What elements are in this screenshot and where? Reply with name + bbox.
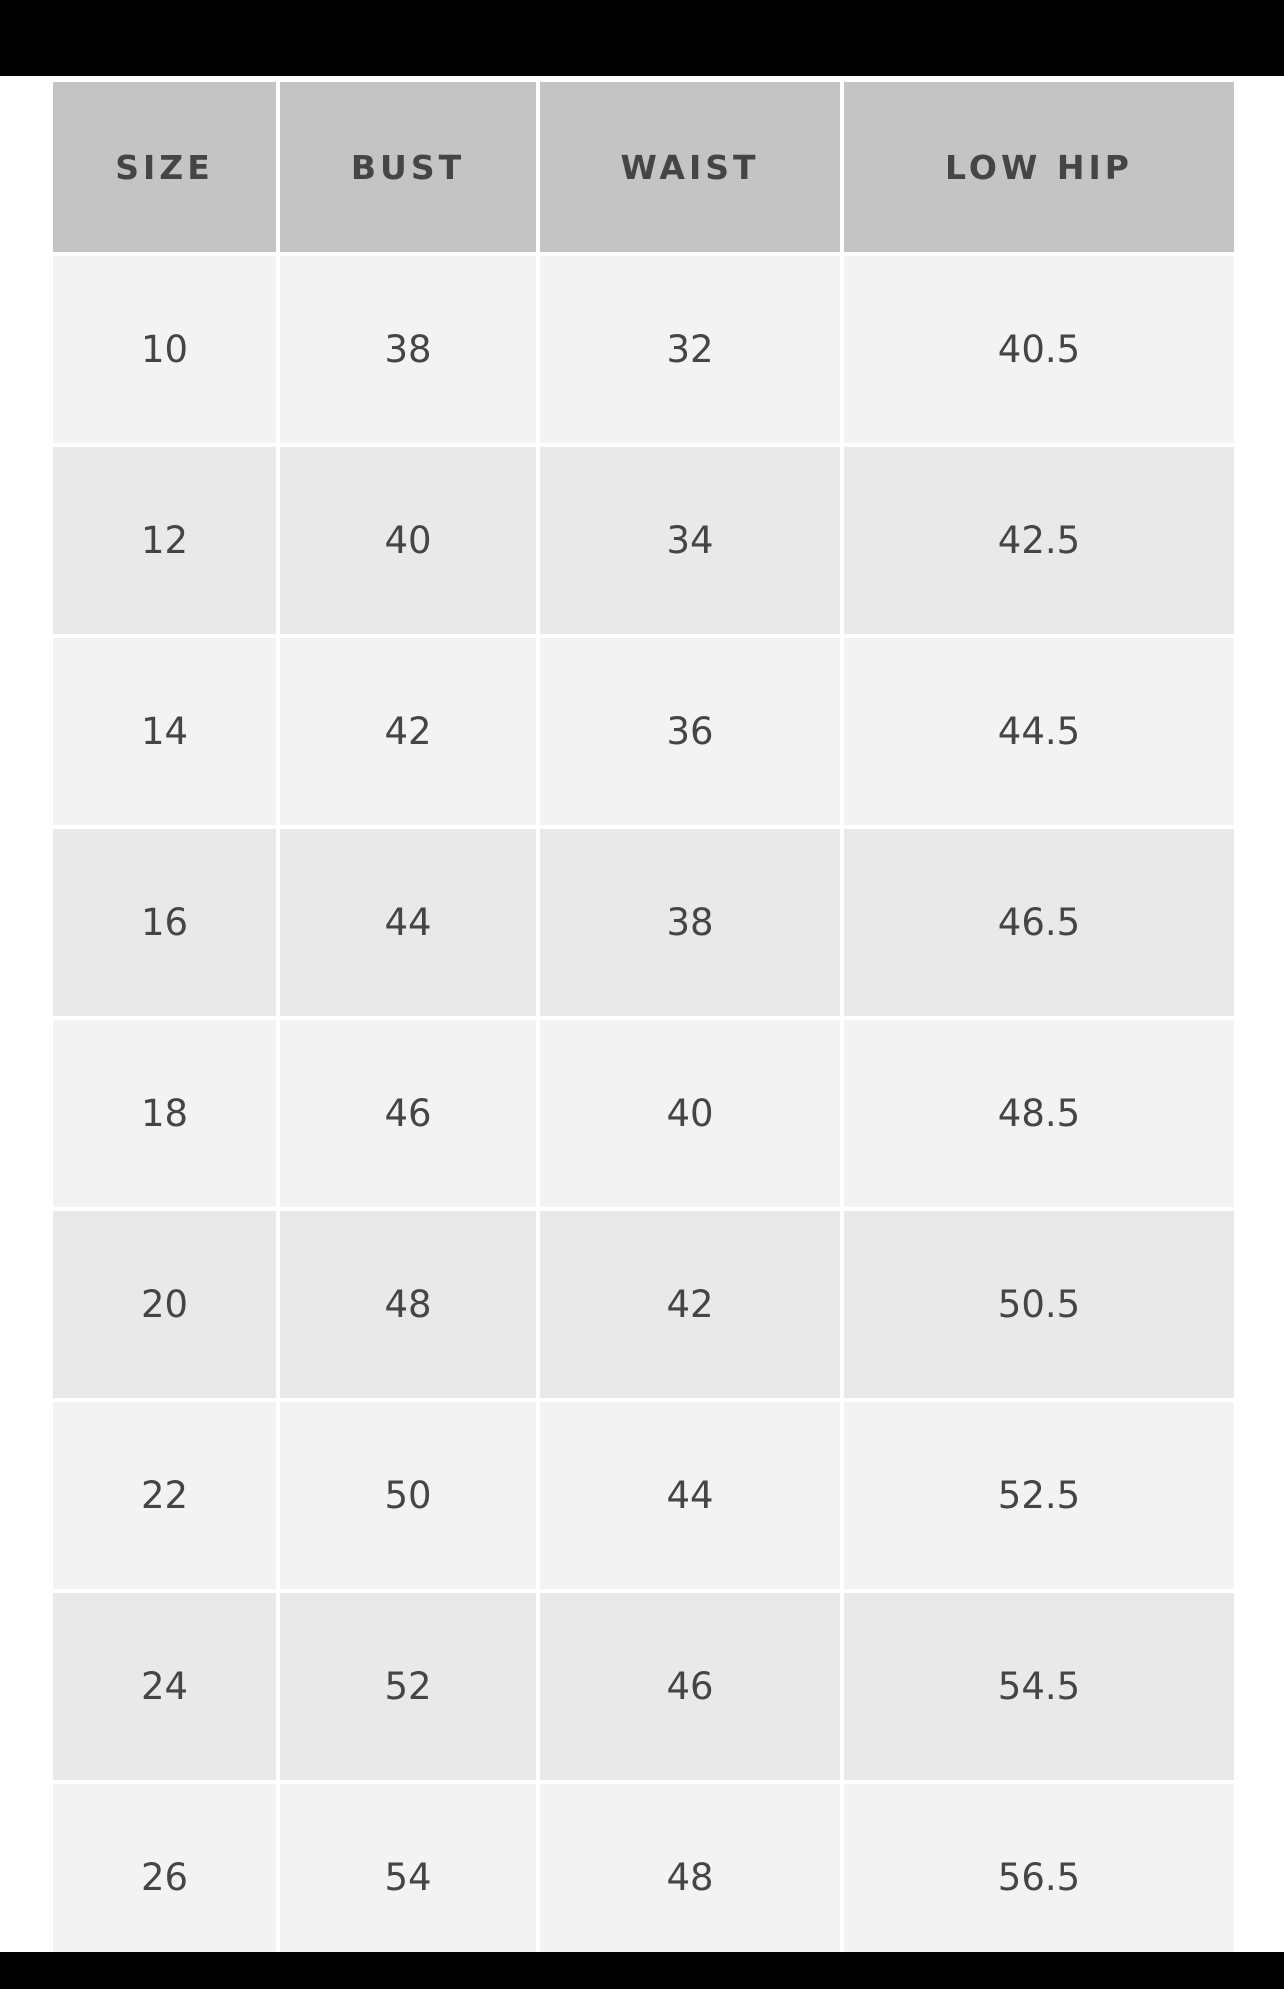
header-waist: WAIST (540, 82, 840, 252)
cell-size: 10 (53, 256, 276, 443)
table-row: 26 54 48 56.5 (53, 1784, 1234, 1971)
cell-waist: 34 (540, 447, 840, 634)
cell-low-hip: 50.5 (844, 1211, 1234, 1398)
header-bust: BUST (280, 82, 536, 252)
cell-size: 20 (53, 1211, 276, 1398)
table-row: 10 38 32 40.5 (53, 256, 1234, 443)
cell-low-hip: 56.5 (844, 1784, 1234, 1971)
table-row: 20 48 42 50.5 (53, 1211, 1234, 1398)
cell-bust: 50 (280, 1402, 536, 1589)
table-row: 12 40 34 42.5 (53, 447, 1234, 634)
cell-waist: 44 (540, 1402, 840, 1589)
cell-size: 24 (53, 1593, 276, 1780)
table-row: 16 44 38 46.5 (53, 829, 1234, 1016)
cell-bust: 38 (280, 256, 536, 443)
cell-bust: 54 (280, 1784, 536, 1971)
cell-waist: 32 (540, 256, 840, 443)
cell-low-hip: 42.5 (844, 447, 1234, 634)
header-low-hip: LOW HIP (844, 82, 1234, 252)
cell-bust: 48 (280, 1211, 536, 1398)
bottom-black-bar (0, 1952, 1284, 1989)
table-row: 24 52 46 54.5 (53, 1593, 1234, 1780)
cell-low-hip: 52.5 (844, 1402, 1234, 1589)
cell-low-hip: 40.5 (844, 256, 1234, 443)
cell-waist: 40 (540, 1020, 840, 1207)
table-row: 18 46 40 48.5 (53, 1020, 1234, 1207)
cell-low-hip: 54.5 (844, 1593, 1234, 1780)
size-chart-table: SIZE BUST WAIST LOW HIP 10 38 32 40.5 12 40 34… (49, 78, 1238, 1975)
cell-bust: 46 (280, 1020, 536, 1207)
cell-waist: 48 (540, 1784, 840, 1971)
cell-low-hip: 46.5 (844, 829, 1234, 1016)
top-black-bar (0, 0, 1284, 76)
cell-low-hip: 44.5 (844, 638, 1234, 825)
cell-low-hip: 48.5 (844, 1020, 1234, 1207)
cell-size: 16 (53, 829, 276, 1016)
cell-waist: 38 (540, 829, 840, 1016)
cell-bust: 52 (280, 1593, 536, 1780)
cell-bust: 42 (280, 638, 536, 825)
header-size: SIZE (53, 82, 276, 252)
table-row: 22 50 44 52.5 (53, 1402, 1234, 1589)
cell-size: 26 (53, 1784, 276, 1971)
table-row: 14 42 36 44.5 (53, 638, 1234, 825)
cell-waist: 36 (540, 638, 840, 825)
cell-waist: 42 (540, 1211, 840, 1398)
cell-size: 18 (53, 1020, 276, 1207)
cell-size: 12 (53, 447, 276, 634)
cell-size: 14 (53, 638, 276, 825)
cell-bust: 44 (280, 829, 536, 1016)
cell-waist: 46 (540, 1593, 840, 1780)
cell-bust: 40 (280, 447, 536, 634)
header-row: SIZE BUST WAIST LOW HIP (53, 82, 1234, 252)
cell-size: 22 (53, 1402, 276, 1589)
